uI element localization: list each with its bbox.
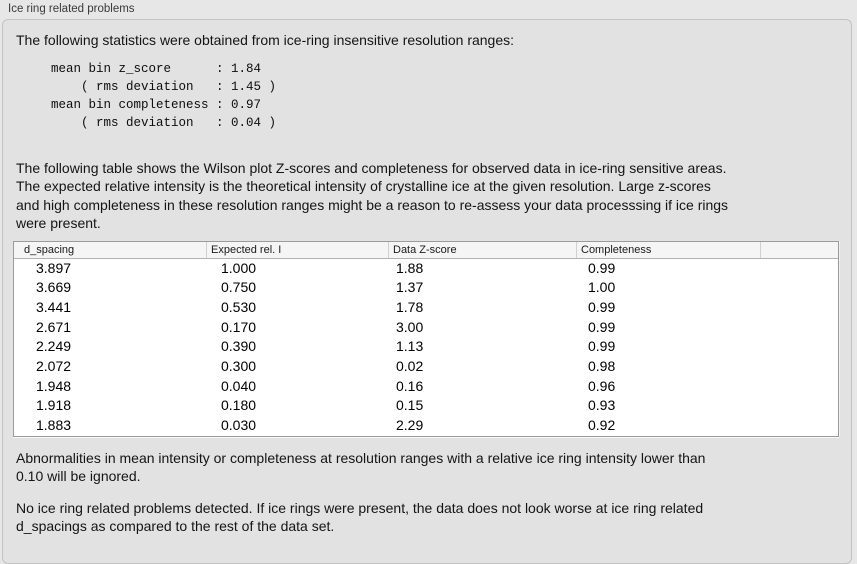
table-cell: 1.88 xyxy=(396,259,424,276)
table-cell: 0.16 xyxy=(396,377,424,394)
table-cell-empty xyxy=(760,337,838,357)
table-row[interactable]: 1.883 0.030 2.29 0.92 xyxy=(14,416,838,436)
table-cell: 0.99 xyxy=(588,338,616,355)
table-cell-empty xyxy=(760,396,838,416)
ice-ring-table[interactable]: d_spacing Expected rel. I Data Z-score C… xyxy=(13,240,839,437)
table-cell: 2.072 xyxy=(36,357,72,374)
table-cell: 0.170 xyxy=(221,318,257,335)
table-row[interactable]: 3.897 1.000 1.88 0.99 xyxy=(14,259,838,279)
table-cell-empty xyxy=(760,278,838,298)
table-cell: 0.040 xyxy=(221,377,257,394)
table-cell: 1.000 xyxy=(221,259,257,276)
table-cell: 3.897 xyxy=(36,259,72,276)
table-row[interactable]: 3.441 0.530 1.78 0.99 xyxy=(14,298,838,318)
table-cell: 0.750 xyxy=(221,279,257,296)
table-cell: 1.948 xyxy=(36,377,72,394)
table-cell: 1.00 xyxy=(588,279,616,296)
table-body: 3.897 1.000 1.88 0.99 3.669 0.750 1.37 1.00 3.44… xyxy=(14,259,838,436)
table-cell-empty xyxy=(760,357,838,377)
table-cell: 0.030 xyxy=(221,417,257,433)
table-cell: 0.180 xyxy=(221,397,257,414)
column-header-data-z-score[interactable]: Data Z-score xyxy=(388,241,576,258)
table-cell: 0.92 xyxy=(588,417,616,433)
table-cell: 1.883 xyxy=(36,417,72,433)
table-cell: 1.37 xyxy=(396,279,424,296)
table-cell: 3.00 xyxy=(396,318,424,335)
table-cell: 0.99 xyxy=(588,298,616,315)
table-row[interactable]: 1.948 0.040 0.16 0.96 xyxy=(14,377,838,397)
table-row[interactable]: 2.249 0.390 1.13 0.99 xyxy=(14,337,838,357)
table-cell: 1.78 xyxy=(396,298,424,315)
stats-values-block: mean bin z_score : 1.84 ( rms deviation … xyxy=(51,61,277,130)
table-cell: 1.918 xyxy=(36,397,72,414)
ignore-note-text: Abnormalities in mean intensity or compl… xyxy=(16,449,706,485)
table-header-row: d_spacing Expected rel. I Data Z-score C… xyxy=(14,241,838,259)
table-cell: 2.29 xyxy=(396,417,424,433)
table-cell: 0.02 xyxy=(396,357,424,374)
table-cell: 0.98 xyxy=(588,357,616,374)
column-header-completeness[interactable]: Completeness xyxy=(576,241,760,258)
table-cell: 2.249 xyxy=(36,338,72,355)
table-cell: 3.669 xyxy=(36,279,72,296)
table-cell: 1.13 xyxy=(396,338,424,355)
table-cell-empty xyxy=(760,298,838,318)
table-row[interactable]: 1.918 0.180 0.15 0.93 xyxy=(14,396,838,416)
conclusion-text: No ice ring related problems detected. I… xyxy=(16,499,704,535)
table-cell: 0.96 xyxy=(588,377,616,394)
groupbox-title: Ice ring related problems xyxy=(8,3,135,15)
table-row[interactable]: 3.669 0.750 1.37 1.00 xyxy=(14,278,838,298)
table-cell-empty xyxy=(760,377,838,397)
table-cell: 0.530 xyxy=(221,298,257,315)
stats-intro-text: The following statistics were obtained f… xyxy=(16,32,515,48)
table-cell-empty xyxy=(760,416,838,436)
table-intro-text: The following table shows the Wilson plo… xyxy=(16,159,729,232)
column-header-expected-rel-i[interactable]: Expected rel. I xyxy=(206,241,388,258)
table-row[interactable]: 2.671 0.170 3.00 0.99 xyxy=(14,318,838,338)
table-cell: 0.15 xyxy=(396,397,424,414)
column-header-d-spacing[interactable]: d_spacing xyxy=(24,243,75,256)
table-cell: 2.671 xyxy=(36,318,72,335)
table-cell: 0.99 xyxy=(588,318,616,335)
table-cell: 0.300 xyxy=(221,357,257,374)
table-cell: 3.441 xyxy=(36,298,72,315)
ice-ring-groupbox: The following statistics were obtained f… xyxy=(2,19,852,564)
ice-ring-report-page: { "panel": { "title": "Ice ring related … xyxy=(2,3,852,564)
table-cell: 0.93 xyxy=(588,397,616,414)
table-cell: 0.99 xyxy=(588,259,616,276)
table-cell-empty xyxy=(760,259,838,279)
column-header-empty[interactable] xyxy=(760,241,838,258)
table-cell-empty xyxy=(760,318,838,338)
table-row[interactable]: 2.072 0.300 0.02 0.98 xyxy=(14,357,838,377)
table-cell: 0.390 xyxy=(221,338,257,355)
